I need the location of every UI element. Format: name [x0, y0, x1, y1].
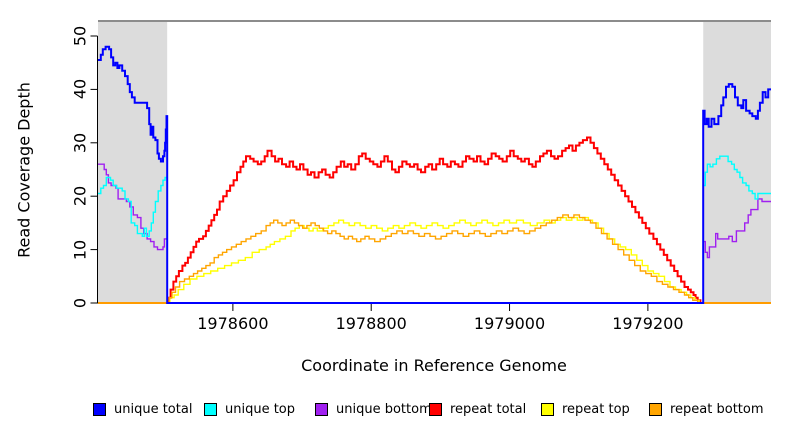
- series-line-unique-top: [98, 155, 771, 304]
- legend-label-unique-bottom: unique bottom: [336, 402, 432, 417]
- y-tick-label: 50: [70, 25, 90, 47]
- y-tick-label: 0: [70, 297, 90, 309]
- legend-swatch-unique-top: [204, 403, 217, 416]
- y-tick-label: 10: [70, 239, 90, 260]
- legend-item-repeat-total: repeat total: [429, 402, 526, 417]
- series-line-repeat-bottom: [98, 214, 771, 304]
- legend-label-unique-total: unique total: [114, 402, 193, 417]
- legend-swatch-unique-total: [93, 403, 106, 416]
- legend-label-repeat-total: repeat total: [450, 402, 527, 417]
- legend-item-repeat-top: repeat top: [541, 402, 630, 417]
- y-axis-title: Read Coverage Depth: [14, 82, 34, 258]
- legend-item-repeat-bottom: repeat bottom: [649, 402, 764, 417]
- legend-item-unique-top: unique top: [204, 402, 295, 417]
- series-line-unique-total: [98, 45, 771, 304]
- x-tick-label: 1978600: [197, 314, 269, 333]
- x-tick-label: 1978800: [335, 314, 407, 333]
- y-tick-label: 40: [70, 79, 90, 100]
- y-tick-label: 30: [70, 132, 90, 153]
- legend-label-repeat-bottom: repeat bottom: [670, 402, 764, 417]
- x-axis-title: Coordinate in Reference Genome: [301, 356, 567, 375]
- legend-item-unique-total: unique total: [93, 402, 192, 417]
- y-tick-label: 20: [70, 186, 90, 207]
- flank-region-left: [98, 21, 168, 303]
- x-tick-label: 1979200: [612, 314, 684, 333]
- legend-item-unique-bottom: unique bottom: [315, 402, 432, 417]
- legend-swatch-repeat-bottom: [649, 403, 662, 416]
- legend-label-unique-top: unique top: [225, 402, 296, 417]
- legend-swatch-repeat-total: [429, 403, 442, 416]
- series-line-repeat-total: [98, 136, 771, 304]
- x-tick-label: 1979000: [473, 314, 546, 333]
- flank-region-right: [703, 21, 771, 303]
- legend-label-repeat-top: repeat top: [562, 402, 630, 417]
- legend-swatch-unique-bottom: [315, 403, 328, 416]
- legend-swatch-repeat-top: [541, 403, 554, 416]
